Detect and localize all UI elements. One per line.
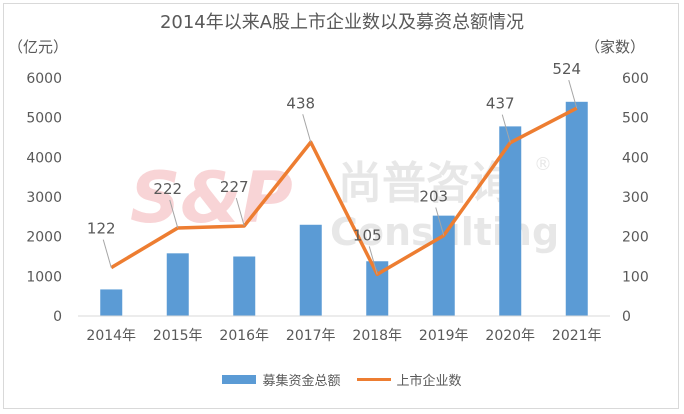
bar bbox=[166, 253, 189, 316]
data-label-leader bbox=[435, 207, 445, 236]
legend-label-line: 上市企业数 bbox=[396, 374, 462, 389]
data-label: 122 bbox=[87, 220, 116, 238]
right-axis-unit: （家数） bbox=[585, 38, 646, 56]
line-path bbox=[110, 106, 578, 277]
data-label-leader bbox=[501, 114, 511, 143]
bar bbox=[233, 256, 256, 316]
bar bbox=[299, 224, 322, 316]
data-label: 105 bbox=[353, 226, 382, 244]
x-tick-label: 2020年 bbox=[485, 328, 535, 344]
data-label: 524 bbox=[552, 60, 581, 78]
right-tick-label: 600 bbox=[622, 71, 649, 87]
left-axis: 0 1000 2000 3000 4000 5000 6000 bbox=[26, 71, 62, 325]
bar bbox=[499, 126, 522, 316]
left-tick-label: 3000 bbox=[26, 190, 62, 206]
right-tick-label: 500 bbox=[622, 111, 649, 127]
data-label: 227 bbox=[220, 178, 249, 196]
data-label: 203 bbox=[419, 187, 448, 205]
legend-swatch-line bbox=[356, 378, 391, 381]
x-tick-label: 2015年 bbox=[153, 328, 203, 344]
watermark-registered: ® bbox=[534, 154, 552, 175]
data-label: 438 bbox=[286, 94, 315, 112]
bar bbox=[432, 215, 455, 316]
data-label-leader bbox=[568, 80, 578, 109]
line-series: 122 222 227 438 105 203 437 524 bbox=[87, 60, 581, 277]
legend-label-bar: 募集资金总额 bbox=[262, 374, 341, 389]
data-label: 222 bbox=[153, 180, 182, 198]
legend-item-bar: 募集资金总额 bbox=[222, 370, 341, 389]
data-label-leader bbox=[235, 197, 245, 227]
bar-series bbox=[100, 101, 588, 316]
legend-swatch-bar bbox=[222, 375, 257, 384]
right-tick-label: 300 bbox=[622, 190, 649, 206]
left-tick-label: 0 bbox=[53, 309, 62, 325]
bar bbox=[366, 261, 389, 316]
left-tick-label: 1000 bbox=[26, 269, 62, 285]
right-axis: 0 100 200 300 400 500 600 bbox=[622, 71, 649, 325]
bar bbox=[565, 101, 588, 316]
data-label: 437 bbox=[486, 95, 515, 113]
x-tick-label: 2018年 bbox=[352, 328, 402, 344]
right-tick-label: 200 bbox=[622, 230, 649, 246]
data-label-leader bbox=[169, 199, 179, 229]
data-label-leader bbox=[302, 114, 312, 143]
left-tick-label: 6000 bbox=[26, 71, 62, 87]
x-tick-label: 2014年 bbox=[86, 328, 136, 344]
right-tick-label: 0 bbox=[622, 309, 631, 325]
left-axis-unit: （亿元） bbox=[8, 38, 69, 56]
x-tick-label: 2016年 bbox=[219, 328, 269, 344]
x-tick-label: 2019年 bbox=[419, 328, 469, 344]
right-tick-label: 400 bbox=[622, 150, 649, 166]
watermark-chinese: 尚普咨询 bbox=[338, 158, 514, 209]
x-tick-label: 2021年 bbox=[552, 328, 602, 344]
data-label-leader bbox=[368, 246, 378, 275]
right-tick-label: 100 bbox=[622, 269, 649, 285]
left-tick-label: 5000 bbox=[26, 111, 62, 127]
watermark: S&P 尚普咨询 Consulting ® bbox=[130, 154, 559, 254]
x-tick-label: 2017年 bbox=[286, 328, 336, 344]
bar bbox=[100, 289, 123, 316]
left-tick-label: 4000 bbox=[26, 150, 62, 166]
data-label-leader bbox=[102, 239, 112, 268]
x-axis: 2014年 2015年 2016年 2017年 2018年 2019年 2020年 2021年 bbox=[78, 315, 610, 344]
legend-item-line: 上市企业数 bbox=[356, 370, 462, 389]
chart-title: 2014年以来A股上市企业数以及募资总额情况 bbox=[159, 12, 525, 33]
legend: 募集资金总额 上市企业数 bbox=[0, 370, 684, 389]
left-tick-label: 2000 bbox=[26, 230, 62, 246]
